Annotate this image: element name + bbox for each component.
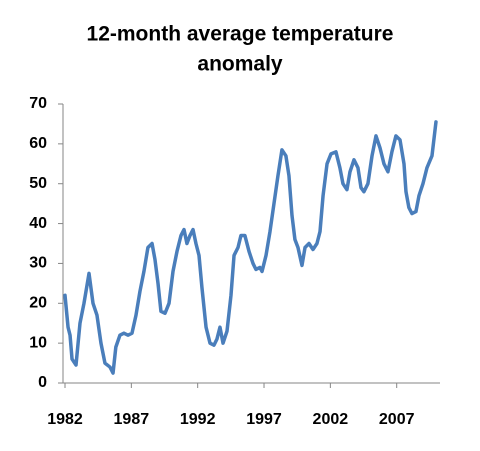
y-tick-label: 50 xyxy=(29,175,47,192)
y-tick-label: 40 xyxy=(29,215,47,232)
y-tick-label: 70 xyxy=(29,95,47,112)
x-tick-label: 1992 xyxy=(180,411,216,428)
x-tick-label: 2002 xyxy=(313,411,349,428)
chart-title: anomaly xyxy=(197,53,283,76)
x-tick-label: 2007 xyxy=(379,411,415,428)
y-tick-label: 60 xyxy=(29,135,47,152)
data-line xyxy=(63,120,438,375)
x-tick-label: 1987 xyxy=(114,411,150,428)
y-tick-label: 0 xyxy=(38,374,47,391)
x-tick-label: 1982 xyxy=(47,411,83,428)
y-tick-label: 10 xyxy=(29,334,47,351)
y-tick-label: 30 xyxy=(29,255,47,272)
chart-title: 12-month average temperature xyxy=(87,23,394,46)
x-tick-label: 1997 xyxy=(246,411,282,428)
y-tick-label: 20 xyxy=(29,295,47,312)
